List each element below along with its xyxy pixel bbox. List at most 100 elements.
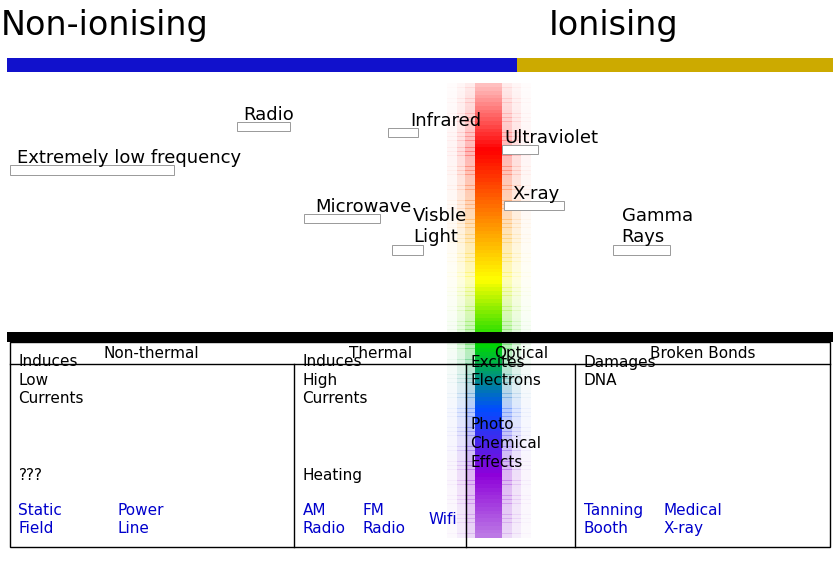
Bar <box>447 371 475 375</box>
Bar <box>502 212 521 216</box>
Bar <box>502 310 531 314</box>
Bar <box>465 507 475 511</box>
Bar <box>502 355 512 360</box>
Bar <box>502 359 521 363</box>
Bar <box>475 291 502 295</box>
Bar <box>502 159 531 163</box>
Bar <box>502 423 531 428</box>
Bar <box>502 393 531 397</box>
Bar <box>457 405 475 409</box>
Bar <box>457 461 475 466</box>
Bar <box>447 227 475 232</box>
Bar <box>502 439 521 443</box>
Bar <box>447 287 475 292</box>
Bar <box>502 87 521 92</box>
Bar <box>502 499 521 503</box>
Bar <box>502 83 512 88</box>
Text: Wifi: Wifi <box>428 512 457 527</box>
Bar <box>465 499 475 503</box>
Bar <box>475 143 502 148</box>
Bar <box>502 162 521 167</box>
Bar <box>502 136 521 141</box>
Bar <box>502 314 521 319</box>
Bar <box>502 492 521 496</box>
Bar <box>457 212 475 216</box>
Bar <box>465 215 475 220</box>
Bar <box>502 94 521 99</box>
Bar <box>502 208 512 213</box>
Bar <box>465 238 475 242</box>
Bar <box>447 185 475 190</box>
Bar <box>447 458 475 462</box>
Bar <box>475 151 502 156</box>
Bar <box>465 450 475 454</box>
Bar <box>457 450 475 454</box>
Bar <box>447 170 475 175</box>
Bar <box>502 193 512 197</box>
Bar <box>502 325 521 329</box>
Bar <box>457 231 475 235</box>
Text: Non-ionising: Non-ionising <box>1 9 209 43</box>
Bar <box>502 458 531 462</box>
Bar <box>465 196 475 201</box>
Bar <box>502 83 521 88</box>
Bar <box>502 435 521 439</box>
Bar <box>502 484 521 488</box>
Bar <box>502 488 512 492</box>
Bar <box>457 465 475 469</box>
Bar <box>457 476 475 481</box>
Bar <box>502 238 521 242</box>
Bar <box>502 118 521 122</box>
Bar <box>502 280 512 284</box>
Bar <box>457 359 475 363</box>
Bar <box>475 469 502 473</box>
Bar <box>457 503 475 507</box>
Bar <box>465 143 475 148</box>
Bar <box>457 529 475 534</box>
Bar <box>502 306 531 310</box>
Bar <box>502 246 531 250</box>
Bar <box>502 140 512 144</box>
Bar <box>388 128 418 137</box>
Bar <box>502 412 521 416</box>
Bar <box>502 465 521 469</box>
Bar <box>447 87 475 92</box>
Bar <box>465 321 475 326</box>
Bar <box>447 189 475 194</box>
Bar <box>502 499 512 503</box>
Bar <box>465 253 475 258</box>
Bar <box>447 121 475 126</box>
Bar <box>502 166 531 170</box>
Bar <box>502 321 521 326</box>
Bar <box>465 299 475 303</box>
Bar <box>502 302 531 307</box>
Text: Visble
Light: Visble Light <box>413 207 468 246</box>
Bar <box>475 371 502 375</box>
Bar <box>502 283 521 288</box>
Bar <box>447 249 475 254</box>
Bar <box>465 268 475 273</box>
Bar <box>502 401 521 406</box>
Bar <box>502 389 531 394</box>
Bar <box>475 246 502 250</box>
Bar <box>457 306 475 310</box>
Bar <box>502 276 531 281</box>
Bar <box>447 174 475 179</box>
Bar <box>475 306 502 310</box>
Bar <box>502 257 531 262</box>
Bar <box>447 340 475 345</box>
Bar <box>502 446 521 450</box>
Bar <box>502 461 521 466</box>
Bar <box>447 488 475 492</box>
Bar <box>502 336 531 341</box>
Bar <box>502 389 521 394</box>
Bar <box>457 238 475 242</box>
Bar <box>457 321 475 326</box>
Bar <box>447 306 475 310</box>
Bar <box>502 159 521 163</box>
Bar <box>502 507 531 511</box>
Bar <box>465 423 475 428</box>
Bar <box>457 118 475 122</box>
Bar <box>475 412 502 416</box>
Bar <box>502 412 512 416</box>
